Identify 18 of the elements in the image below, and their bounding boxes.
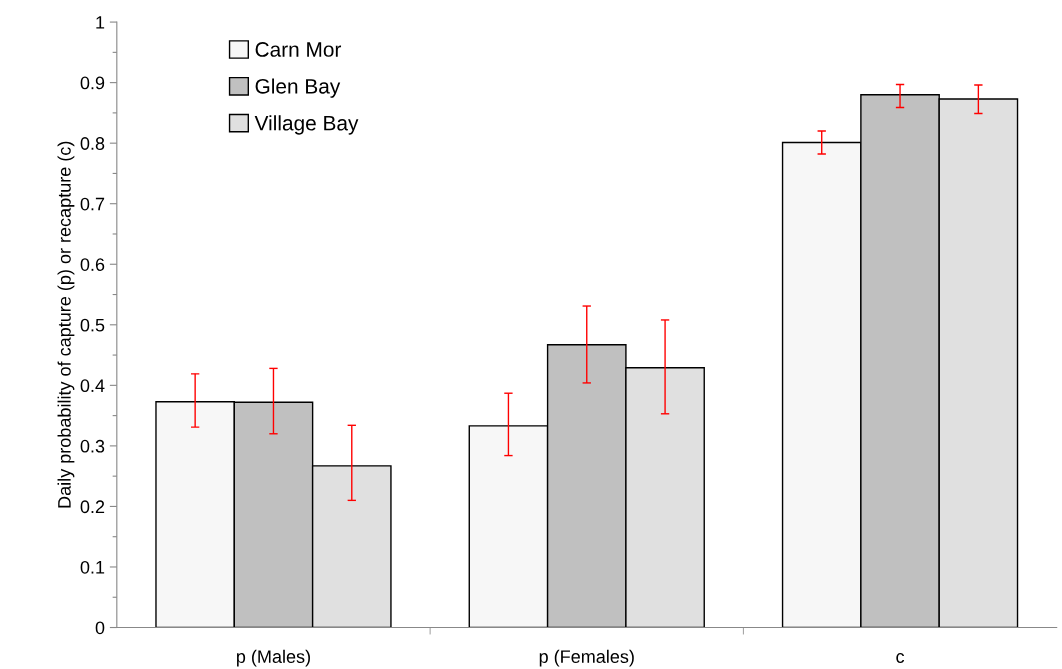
y-tick-label: 0.2: [80, 500, 105, 514]
x-tick-label: p (Females): [539, 649, 634, 667]
y-tick-label: 0.4: [80, 379, 105, 393]
y-tick-label: 0.7: [80, 197, 105, 211]
y-tick-label: 0.5: [80, 318, 105, 332]
legend-label: Village Bay: [254, 115, 359, 135]
y-tick-label: 0.3: [80, 439, 105, 453]
y-tick-label: 0.1: [80, 560, 105, 574]
legend-label: Carn Mor: [255, 42, 342, 57]
y-tick-label: 0: [95, 621, 105, 635]
legend-label: Glen Bay: [255, 78, 341, 98]
y-axis-title: Daily probability of capture (p) or recapture (c): [57, 141, 75, 508]
x-tick-label: p (Males): [237, 649, 310, 667]
y-tick-label: 1: [96, 16, 105, 29]
x-tick-label: c: [896, 653, 905, 664]
y-tick-label: 0.6: [80, 258, 105, 271]
y-tick-label: 0.8: [80, 137, 105, 150]
y-tick-label: 0.9: [80, 76, 105, 90]
